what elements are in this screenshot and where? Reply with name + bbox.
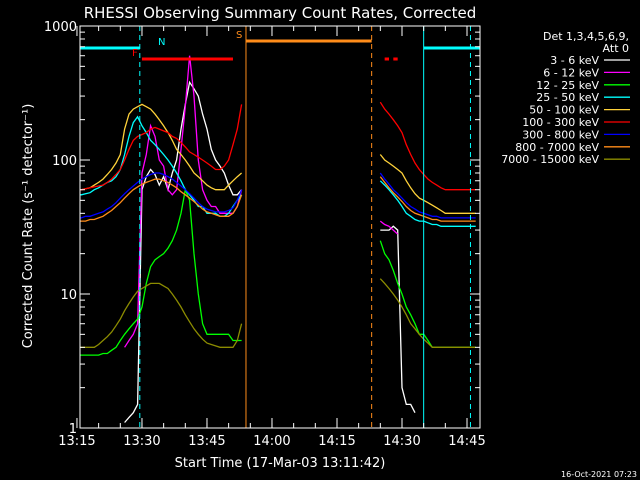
x-tick-label-0: 13:15	[58, 434, 95, 449]
series-line-8	[80, 278, 476, 348]
legend-header-1: Att 0	[603, 42, 629, 55]
y-tick-label-3: 1000	[44, 20, 77, 35]
series-line-1	[124, 55, 399, 348]
series-line-7	[80, 176, 476, 222]
data-layer	[80, 55, 476, 423]
x-tick-label-1: 13:30	[123, 434, 160, 449]
y-axis-label: Corrected Count Rate (s⁻¹ detector⁻¹)	[21, 104, 36, 349]
timestamp: 16-Oct-2021 07:23	[561, 470, 637, 479]
flags-layer: N F S	[80, 30, 480, 61]
x-tick-label-4: 14:15	[318, 434, 355, 449]
legend-label-1: 6 - 12 keV	[543, 66, 599, 79]
legend-label-6: 300 - 800 keV	[522, 128, 599, 141]
x-axis-label: Start Time (17-Mar-03 13:11:42)	[175, 456, 386, 471]
legend-label-8: 7000 - 15000 keV	[501, 153, 599, 166]
legend-label-0: 3 - 6 keV	[550, 54, 599, 67]
y-tick-label-2: 100	[52, 154, 77, 169]
series-line-5	[80, 101, 476, 191]
y-tick-label-0: 1	[69, 422, 77, 437]
legend-label-2: 12 - 25 keV	[536, 79, 599, 92]
legend-header-0: Det 1,3,4,5,6,9,	[543, 30, 629, 43]
x-tick-label-2: 13:45	[188, 434, 225, 449]
x-tick-label-5: 14:30	[383, 434, 420, 449]
legend-label-7: 800 - 7000 keV	[515, 141, 599, 154]
markers-layer	[139, 26, 471, 428]
y-tick-label-1: 10	[60, 288, 77, 303]
plot-frame	[79, 25, 481, 429]
chart-title: RHESSI Observing Summary Count Rates, Co…	[84, 4, 477, 22]
flag-label-F: F	[132, 48, 138, 59]
flag-label-S: S	[236, 30, 242, 41]
x-tick-label-6: 14:45	[448, 434, 485, 449]
axes-layer: 1 10 100 1000 13:15 13:30 13:45 14:00 14:15 14:30…	[44, 20, 486, 449]
legend-label-5: 100 - 300 keV	[522, 116, 599, 129]
series-line-6	[80, 172, 476, 219]
legend-label-3: 25 - 50 keV	[536, 91, 599, 104]
flag-label-N: N	[158, 37, 165, 48]
x-tick-label-3: 14:00	[253, 434, 290, 449]
series-line-4	[80, 103, 476, 214]
legend-label-4: 50 - 100 keV	[529, 104, 599, 117]
